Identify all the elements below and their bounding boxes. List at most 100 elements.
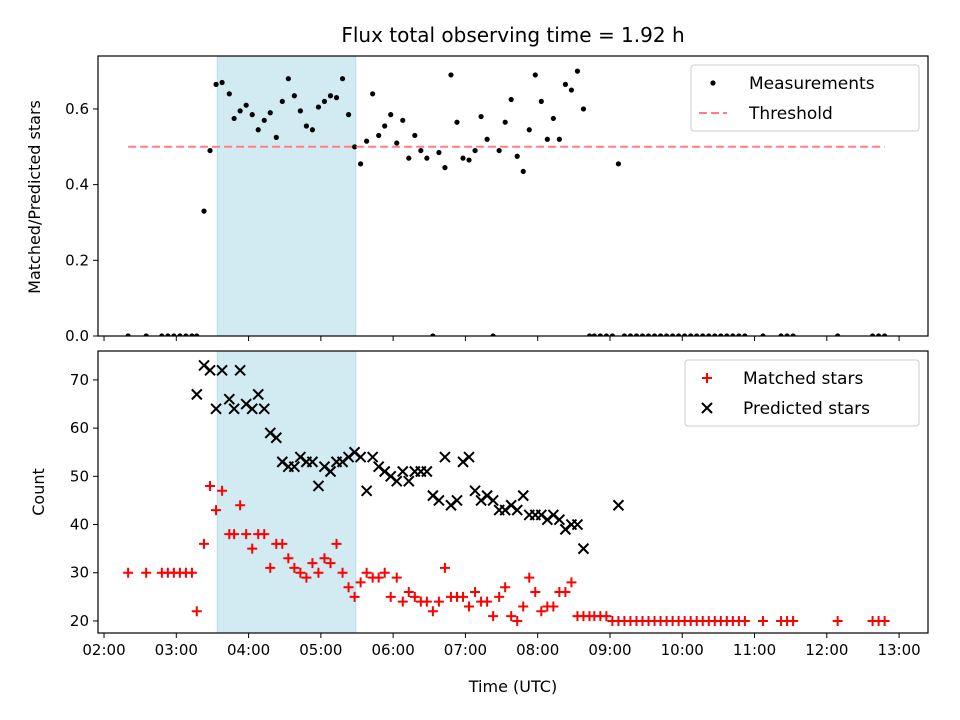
- bottom-matched-stars-point: [313, 567, 324, 578]
- bottom-plot-area: [123, 359, 890, 626]
- bottom-predicted-stars-point: [612, 499, 625, 511]
- bottom-matched-stars-point: [343, 582, 354, 593]
- top-measurements-point: [201, 208, 207, 214]
- bottom-matched-stars-point: [265, 562, 276, 573]
- bottom-predicted-stars-point: [469, 485, 481, 497]
- bottom-matched-stars-point: [421, 596, 432, 607]
- top-legend-label: Threshold: [748, 104, 833, 124]
- bottom-x-tick-label: 03:00: [155, 641, 198, 659]
- bottom-matched-stars-point: [337, 567, 348, 578]
- top-measurements-point: [237, 108, 243, 114]
- top-measurements-point: [406, 155, 412, 161]
- top-legend-label: Measurements: [749, 74, 875, 94]
- bottom-matched-stars-point: [601, 611, 612, 622]
- top-measurements-point: [472, 147, 478, 154]
- top-measurements-point: [466, 157, 472, 163]
- bottom-matched-stars-point: [289, 562, 300, 573]
- bottom-x-tick-label: 04:00: [227, 641, 270, 659]
- top-measurements-point: [436, 149, 442, 156]
- top-measurements-point: [143, 333, 149, 336]
- top-measurements-point: [556, 136, 562, 142]
- top-measurements-point: [255, 127, 261, 133]
- top-measurements-point: [603, 333, 609, 336]
- top-measurements-point: [882, 333, 888, 336]
- top-measurements-point: [784, 333, 790, 336]
- top-measurements-point: [400, 117, 406, 123]
- top-measurements-point: [550, 115, 556, 122]
- bottom-legend: Matched stars Predicted stars: [684, 359, 920, 427]
- bottom-matched-stars-point: [307, 558, 318, 569]
- bottom-matched-stars-point: [757, 615, 768, 626]
- bottom-matched-stars-point: [458, 591, 469, 602]
- bottom-predicted-stars-point: [360, 485, 373, 497]
- top-measurements-point: [621, 333, 628, 336]
- bottom-predicted-stars-point: [451, 494, 463, 507]
- bottom-legend-marker: [702, 373, 712, 383]
- top-measurements-point: [207, 147, 213, 154]
- top-measurements-point: [778, 333, 784, 336]
- bottom-matched-stars-point: [277, 538, 288, 549]
- bottom-matched-stars-point: [241, 529, 252, 540]
- bottom-matched-stars-point: [199, 538, 210, 549]
- bottom-predicted-stars-point: [421, 465, 433, 478]
- top-measurements-point: [418, 147, 424, 154]
- top-measurements-point: [712, 333, 718, 336]
- top-measurements-point: [657, 333, 664, 336]
- top-measurements-point: [358, 161, 364, 167]
- bottom-predicted-stars-point: [216, 364, 228, 376]
- bottom-predicted-stars-point: [270, 432, 282, 444]
- bottom-predicted-stars-point: [234, 364, 246, 376]
- bottom-x-tick-label: 08:00: [516, 641, 559, 659]
- top-measurements-point: [309, 127, 316, 133]
- top-measurements-point: [730, 333, 736, 336]
- bottom-matched-stars-point: [355, 577, 366, 588]
- bottom-matched-stars-point: [325, 558, 336, 569]
- bottom-matched-stars-point: [235, 500, 246, 511]
- bottom-matched-stars-point: [433, 596, 444, 607]
- bottom-matched-stars-point: [186, 567, 197, 578]
- bottom-x-tick-label: 13:00: [877, 641, 920, 659]
- bottom-matched-stars-point: [385, 591, 396, 602]
- bottom-matched-stars-point: [259, 529, 270, 540]
- bottom-matched-stars-point: [295, 567, 306, 578]
- bottom-predicted-stars-point: [439, 451, 451, 463]
- top-measurements-point: [538, 98, 544, 105]
- top-measurements-point: [412, 132, 418, 139]
- top-measurements-point: [125, 333, 131, 336]
- top-measurements-point: [591, 333, 597, 336]
- top-measurements-point: [676, 333, 682, 336]
- bottom-legend-label: Matched stars: [743, 369, 863, 389]
- bottom-y-tick-label: 30: [70, 564, 89, 582]
- bottom-y-axis-label: Count: [29, 468, 48, 516]
- bottom-matched-stars-point: [283, 553, 294, 564]
- bottom-matched-stars-point: [488, 611, 499, 622]
- bottom-x-tick-label: 06:00: [372, 641, 415, 659]
- bottom-predicted-stars-point: [246, 403, 258, 415]
- bottom-matched-stars-point: [349, 591, 360, 602]
- top-measurements-point: [869, 333, 876, 336]
- bottom-matched-stars-point: [391, 572, 402, 583]
- top-measurements-point: [532, 72, 538, 78]
- bottom-matched-stars-point: [427, 606, 438, 617]
- bottom-matched-stars-point: [536, 606, 547, 617]
- top-measurements-point: [351, 144, 358, 150]
- top-measurements-point: [454, 119, 460, 125]
- bottom-predicted-stars-point: [324, 465, 337, 478]
- top-measurements-point: [627, 333, 634, 336]
- chart-title: Flux total observing time = 1.92 h: [341, 23, 684, 47]
- bottom-matched-stars-point: [229, 529, 240, 540]
- top-measurements-point: [231, 115, 237, 122]
- top-measurements-point: [670, 333, 676, 336]
- top-measurements-point: [327, 93, 334, 99]
- bottom-predicted-stars-point: [228, 403, 240, 415]
- bottom-matched-stars-point: [373, 572, 384, 583]
- top-measurements-point: [574, 68, 581, 74]
- bottom-matched-stars-point: [512, 615, 523, 626]
- bottom-matched-stars-point: [397, 596, 408, 607]
- top-axes-frame: [97, 55, 929, 337]
- top-measurements-point: [189, 333, 195, 336]
- top-measurements-point: [694, 333, 700, 336]
- top-measurements-point: [742, 333, 748, 336]
- bottom-matched-stars-point: [464, 601, 475, 612]
- bottom-axes-frame: [97, 350, 929, 634]
